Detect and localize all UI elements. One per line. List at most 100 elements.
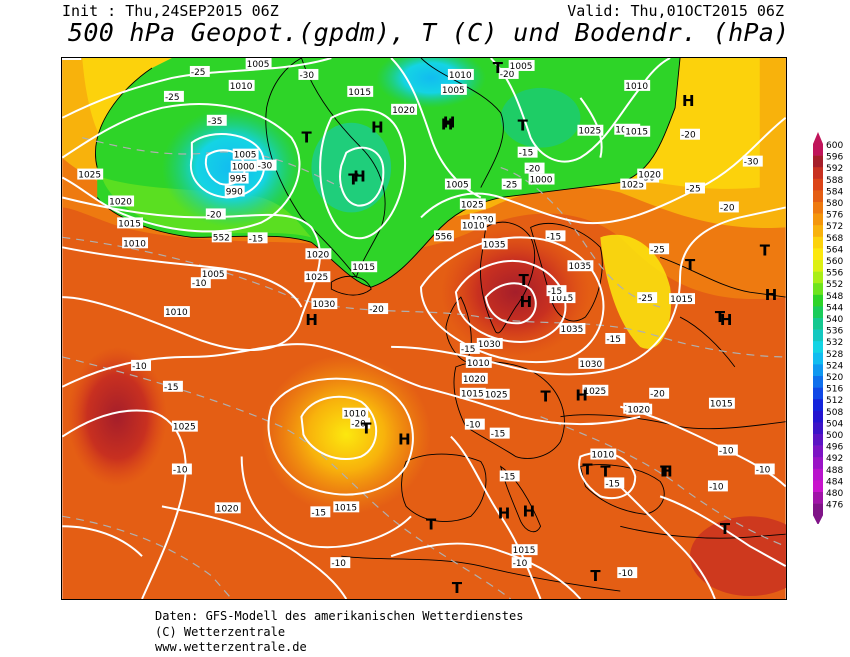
pressure-label: 1025 [582, 384, 609, 397]
temperature-label: -15 [546, 285, 567, 297]
svg-text:1005: 1005 [234, 151, 257, 161]
legend-label: 576 [826, 211, 843, 221]
temperature-label: -15 [545, 230, 566, 242]
init-time: Init : Thu,24SEP2015 06Z [62, 2, 279, 20]
geopotential-boundary [95, 58, 681, 288]
geopotential-label: 995 [228, 172, 249, 185]
temperature-label: -10 [330, 557, 351, 569]
high-pressure-marker: H [520, 293, 533, 311]
svg-text:1005: 1005 [442, 86, 465, 96]
low-pressure-marker: T [715, 308, 726, 326]
svg-text:1015: 1015 [348, 88, 371, 98]
legend-swatch [813, 155, 823, 168]
pressure-label: 1020 [637, 168, 664, 181]
legend-label: 532 [826, 338, 843, 348]
low-pressure-marker: T [590, 567, 601, 585]
svg-text:-15: -15 [501, 472, 516, 482]
legend-label: 476 [826, 501, 843, 511]
svg-text:-30: -30 [744, 158, 759, 168]
svg-text:1010: 1010 [123, 239, 146, 249]
legend-label: 512 [826, 396, 843, 406]
pressure-label: 1000 [528, 173, 555, 186]
svg-text:1015: 1015 [461, 390, 484, 400]
legend-swatch [813, 399, 823, 412]
svg-text:1020: 1020 [392, 106, 415, 116]
svg-text:-15: -15 [311, 508, 326, 518]
legend-swatch [813, 318, 823, 330]
svg-text:1005: 1005 [510, 62, 533, 72]
svg-text:1010: 1010 [343, 410, 366, 420]
legend-label: 524 [826, 361, 843, 371]
svg-text:-20: -20 [526, 165, 541, 175]
svg-text:-20: -20 [369, 305, 384, 315]
svg-text:-20: -20 [681, 131, 696, 141]
svg-text:-15: -15 [461, 345, 476, 355]
legend-swatch [813, 213, 823, 226]
svg-text:1015: 1015 [551, 294, 574, 304]
pressure-label: 1030 [476, 337, 503, 350]
legend-label: 568 [826, 234, 843, 244]
pressure-label: 1015 [511, 544, 538, 556]
temperature-label: -25 [649, 243, 670, 255]
svg-text:-10: -10 [709, 482, 724, 492]
svg-text:-15: -15 [519, 149, 534, 159]
legend-swatch [813, 167, 823, 180]
svg-text:-25: -25 [191, 68, 206, 78]
pressure-label: 1010 [460, 219, 487, 231]
temperature-label: -10 [464, 418, 485, 431]
pressure-label: 1010 [447, 68, 474, 81]
legend-swatch [813, 260, 823, 272]
legend-swatch [813, 236, 823, 249]
svg-text:-20: -20 [351, 420, 366, 430]
legend-label: 600 [826, 141, 843, 151]
temperature-label: -20 [649, 387, 670, 400]
temperature-label: -25 [189, 65, 210, 78]
temperature-label: -10 [190, 277, 211, 289]
pressure-label: 1000 [230, 160, 257, 173]
map-labels: 1005 -25 1010 -30 1015 -25 1020 -35 1005 1000 995 9… [62, 58, 775, 579]
temperature-label: -15 [604, 477, 625, 489]
svg-text:-15: -15 [606, 335, 621, 345]
svg-text:1015: 1015 [513, 546, 536, 556]
svg-text:-15: -15 [605, 479, 620, 489]
isobars [62, 58, 786, 599]
temperature-label: -25 [163, 90, 184, 103]
temperature-label: -30 [742, 155, 763, 168]
pressure-label: 1015 [117, 217, 144, 229]
legend-label: 580 [826, 199, 843, 209]
svg-text:1015: 1015 [118, 219, 141, 229]
legend-swatch [813, 294, 823, 307]
pressure-label: 1010 [122, 237, 149, 249]
temperature-label: -15 [489, 427, 510, 440]
legend-swatch [813, 341, 823, 354]
low-pressure-marker: T [685, 256, 696, 274]
high-pressure-marker: H [765, 286, 778, 304]
svg-text:1010: 1010 [230, 82, 253, 92]
pressure-label: 1005 [440, 83, 467, 96]
svg-text:-25: -25 [650, 245, 665, 255]
temperature-label: -15 [605, 332, 626, 345]
legend-label: 584 [826, 187, 843, 197]
low-pressure-marker: T [519, 271, 530, 289]
legend-label: 516 [826, 385, 843, 395]
low-pressure-marker: T [493, 59, 504, 77]
warm-core-scandinavia [440, 227, 591, 357]
legend-arrow-bottom [813, 515, 823, 524]
legend-label: 508 [826, 408, 843, 418]
svg-text:-15: -15 [249, 234, 264, 244]
pressure-label: 1005 [232, 148, 259, 161]
temperature-label: -10 [171, 463, 192, 475]
pressure-label: 1030 [311, 298, 338, 310]
svg-text:-35: -35 [208, 117, 223, 127]
pressure-label: 1015 [624, 125, 651, 138]
svg-text:1025: 1025 [305, 273, 328, 283]
svg-text:1010: 1010 [625, 82, 648, 92]
high-pressure-marker: H [441, 116, 454, 134]
pressure-label: 1015 [459, 387, 486, 400]
pressure-label: 1015 [708, 397, 735, 410]
legend-swatch [813, 468, 823, 481]
pressure-label: 1025 [620, 178, 647, 191]
legend-swatch [813, 271, 823, 284]
svg-text:1025: 1025 [583, 387, 606, 397]
